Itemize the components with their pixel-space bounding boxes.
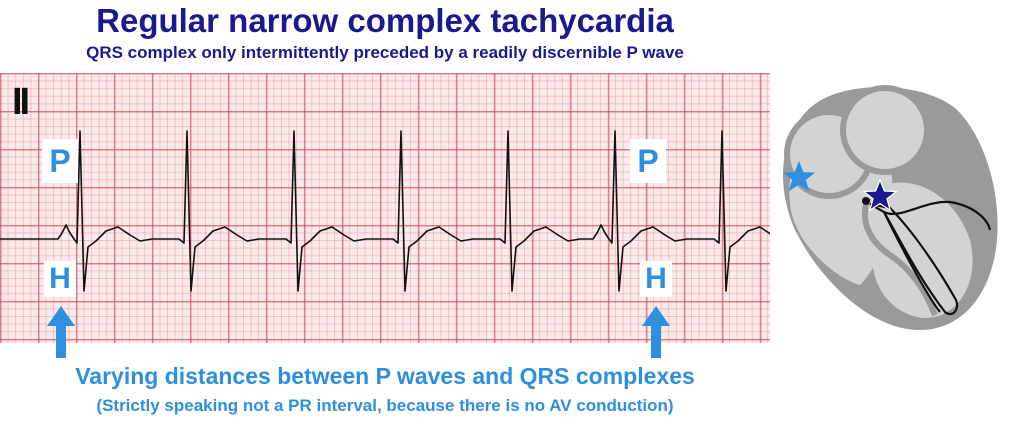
caption-main: Varying distances between P waves and QR… <box>75 363 695 389</box>
p-wave-label-2: P <box>630 139 666 183</box>
bundle-branch-upper <box>883 200 992 231</box>
up-arrow-icon <box>642 306 670 358</box>
up-arrow-icon <box>47 306 75 358</box>
bundle-branch-inner <box>883 211 941 313</box>
diagram-title: Regular narrow complex tachycardia <box>96 2 674 39</box>
ecg-waveform <box>0 130 770 292</box>
his-label-1: H <box>44 261 76 297</box>
sinus-node-star-icon <box>782 161 816 192</box>
junction-star-icon <box>862 178 898 212</box>
bundle-branch-left <box>869 202 959 316</box>
av-node <box>862 197 870 205</box>
ecg-trace <box>0 130 770 292</box>
lead-label: II <box>12 81 30 123</box>
left-atrium <box>840 85 930 175</box>
heart-diagram <box>782 85 998 330</box>
ecg-strip: II P P H H <box>0 73 770 343</box>
diagram-subtitle: QRS complex only intermittently preceded… <box>86 43 684 62</box>
caption-note: (Strictly speaking not a PR interval, be… <box>96 396 674 415</box>
septum <box>862 196 938 317</box>
p-wave-label-1: P <box>42 139 78 183</box>
his-label-2: H <box>640 261 672 297</box>
